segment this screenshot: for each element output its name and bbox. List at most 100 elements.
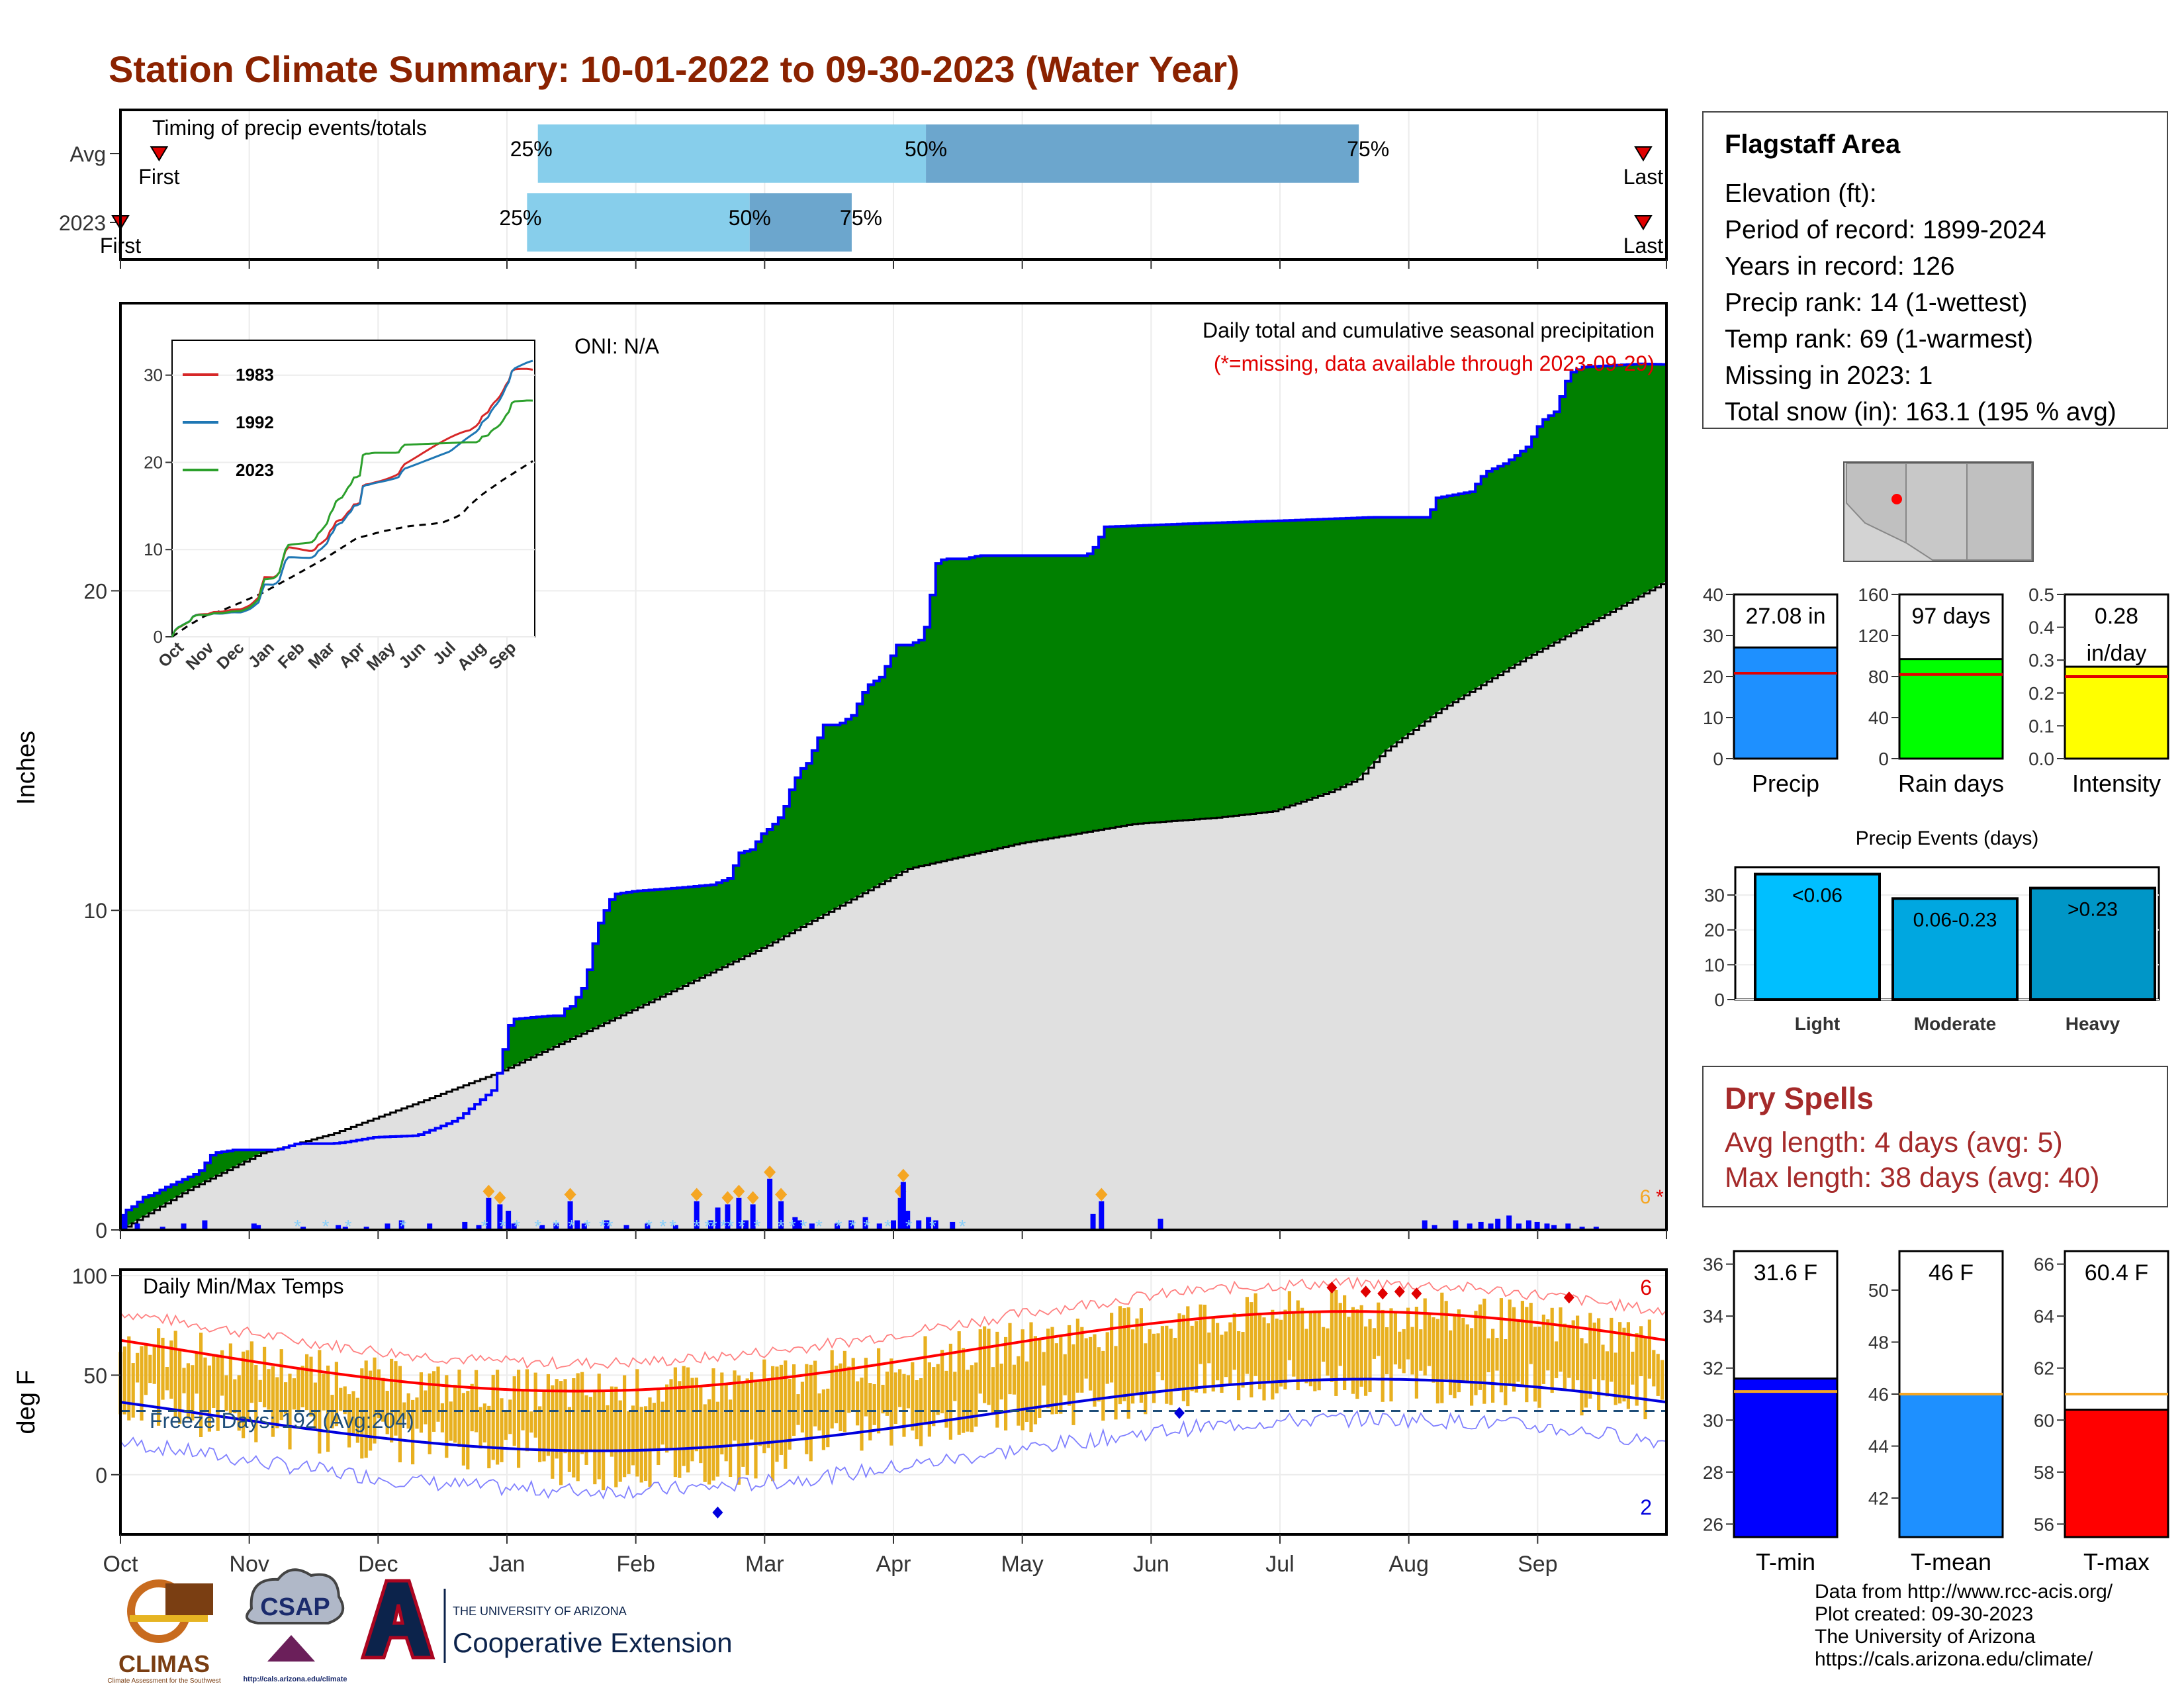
above-average-fill bbox=[1312, 519, 1318, 798]
daily-temp-bar bbox=[1338, 1303, 1342, 1366]
record-high-marker bbox=[1563, 1291, 1574, 1304]
first-event-marker bbox=[150, 146, 169, 162]
daily-temp-bar bbox=[1093, 1334, 1097, 1407]
last-event-marker bbox=[1634, 215, 1653, 230]
above-average-fill bbox=[244, 1150, 250, 1162]
daily-temp-bar bbox=[580, 1372, 584, 1454]
above-average-fill bbox=[924, 627, 931, 865]
ua-logo-bottom-text: Cooperative Extension bbox=[453, 1627, 733, 1658]
daily-temp-bar bbox=[1165, 1325, 1169, 1404]
daily-temp-bar bbox=[1423, 1298, 1427, 1376]
timing-bar-second-half bbox=[749, 193, 852, 252]
page-title: Station Climate Summary: 10-01-2022 to 0… bbox=[109, 48, 1240, 90]
map-state-az bbox=[1905, 463, 1968, 561]
above-average-fill bbox=[250, 1150, 256, 1159]
daily-temp-bar bbox=[1541, 1314, 1545, 1384]
daily-precip-bar bbox=[506, 1211, 512, 1230]
daily-temp-bar bbox=[563, 1379, 567, 1454]
daily-temp-bar bbox=[1614, 1352, 1617, 1405]
daily-temp-bar bbox=[987, 1329, 991, 1405]
above-average-fill bbox=[1368, 517, 1375, 768]
above-average-fill bbox=[913, 642, 919, 868]
timing-last-label: Last bbox=[1623, 234, 1664, 258]
missing-day-marker: * bbox=[399, 1216, 406, 1237]
stat-value-label: 31.6 F bbox=[1754, 1260, 1817, 1286]
above-average-fill bbox=[665, 888, 672, 994]
above-average-fill bbox=[671, 888, 678, 992]
stat-ytick-label: 80 bbox=[1868, 667, 1889, 687]
events-panel: Precip Events (days) 0 10 20 30 <0.06 Light 0.0… bbox=[1704, 827, 2160, 1034]
above-average-fill bbox=[1593, 366, 1600, 622]
event-bar-label: <0.06 bbox=[1792, 885, 1843, 907]
above-average-fill bbox=[890, 655, 897, 878]
daily-temp-bar bbox=[957, 1331, 961, 1435]
daily-temp-bar bbox=[919, 1378, 923, 1446]
daily-precip-bar bbox=[202, 1220, 208, 1230]
daily-temp-bar bbox=[470, 1383, 474, 1432]
above-average-fill bbox=[1020, 555, 1026, 843]
daily-temp-bar bbox=[233, 1379, 237, 1414]
event-category-label: Light bbox=[1795, 1013, 1840, 1034]
event-bar-moderate bbox=[1891, 897, 2019, 1001]
above-average-fill bbox=[834, 725, 841, 909]
daily-temp-bar bbox=[635, 1369, 639, 1477]
daily-temp-bar bbox=[127, 1336, 131, 1421]
above-average-fill bbox=[1306, 520, 1313, 800]
above-average-fill bbox=[1267, 521, 1273, 812]
month-label: Jan bbox=[489, 1552, 525, 1577]
missing-day-marker: * bbox=[704, 1216, 711, 1237]
daily-precip-bar bbox=[553, 1223, 559, 1230]
month-label: Dec bbox=[358, 1552, 398, 1577]
daily-temp-bar bbox=[1359, 1305, 1363, 1387]
above-average-fill bbox=[1228, 522, 1234, 817]
daily-temp-bar bbox=[1661, 1360, 1664, 1400]
daily-temp-bar bbox=[351, 1391, 355, 1434]
above-average-fill bbox=[1458, 493, 1465, 699]
daily-precip-bar bbox=[926, 1217, 932, 1230]
stat-value-label: in/day bbox=[2087, 641, 2147, 666]
daily-temp-bar bbox=[1008, 1323, 1012, 1395]
daily-precip-bar bbox=[1525, 1220, 1531, 1230]
above-average-fill bbox=[1132, 526, 1139, 824]
above-average-fill bbox=[587, 970, 594, 1031]
above-average-fill bbox=[1087, 553, 1094, 832]
daily-temp-bar bbox=[906, 1375, 910, 1409]
above-average-fill bbox=[559, 1015, 565, 1045]
above-average-fill bbox=[1121, 526, 1128, 826]
daily-temp-bar bbox=[775, 1366, 779, 1462]
daily-temp-bar bbox=[665, 1384, 669, 1453]
daily-temp-bar bbox=[1372, 1328, 1376, 1359]
heavy-event-marker bbox=[482, 1184, 495, 1198]
daily-temp-bar bbox=[533, 1372, 537, 1438]
daily-temp-bar bbox=[1444, 1301, 1448, 1380]
month-label: May bbox=[1001, 1552, 1044, 1577]
daily-temp-bar bbox=[246, 1350, 250, 1421]
above-average-fill bbox=[958, 559, 964, 858]
inset-ytick-label: 20 bbox=[144, 452, 163, 472]
daily-temp-bar bbox=[889, 1358, 893, 1446]
heavy-event-marker bbox=[494, 1191, 506, 1205]
stat-ytick-label: 36 bbox=[1703, 1254, 1723, 1275]
daily-temp-bar bbox=[877, 1348, 881, 1434]
above-average-fill bbox=[1374, 517, 1381, 763]
record-low-count: 2 bbox=[1640, 1495, 1652, 1519]
above-average-fill bbox=[1475, 484, 1482, 689]
daily-temp-bar bbox=[1580, 1338, 1584, 1416]
daily-temp-bar bbox=[1029, 1322, 1033, 1432]
above-average-fill bbox=[565, 1008, 571, 1042]
daily-temp-bar bbox=[652, 1403, 656, 1449]
daily-temp-bar bbox=[394, 1361, 398, 1436]
above-average-fill bbox=[570, 1006, 576, 1039]
daily-temp-bar bbox=[1334, 1289, 1338, 1396]
above-average-fill bbox=[739, 853, 745, 959]
daily-temp-bar bbox=[1046, 1329, 1050, 1409]
map-state-nm bbox=[1966, 463, 2032, 561]
daily-temp-bar bbox=[1075, 1318, 1079, 1393]
above-average-fill bbox=[1188, 524, 1195, 820]
daily-temp-bar bbox=[258, 1380, 262, 1403]
daily-temp-bar bbox=[1563, 1323, 1567, 1389]
temp-ytick-label: 100 bbox=[72, 1264, 107, 1288]
above-average-fill bbox=[969, 557, 976, 855]
missing-day-marker: * bbox=[499, 1216, 506, 1237]
daily-temp-bar bbox=[313, 1382, 317, 1430]
